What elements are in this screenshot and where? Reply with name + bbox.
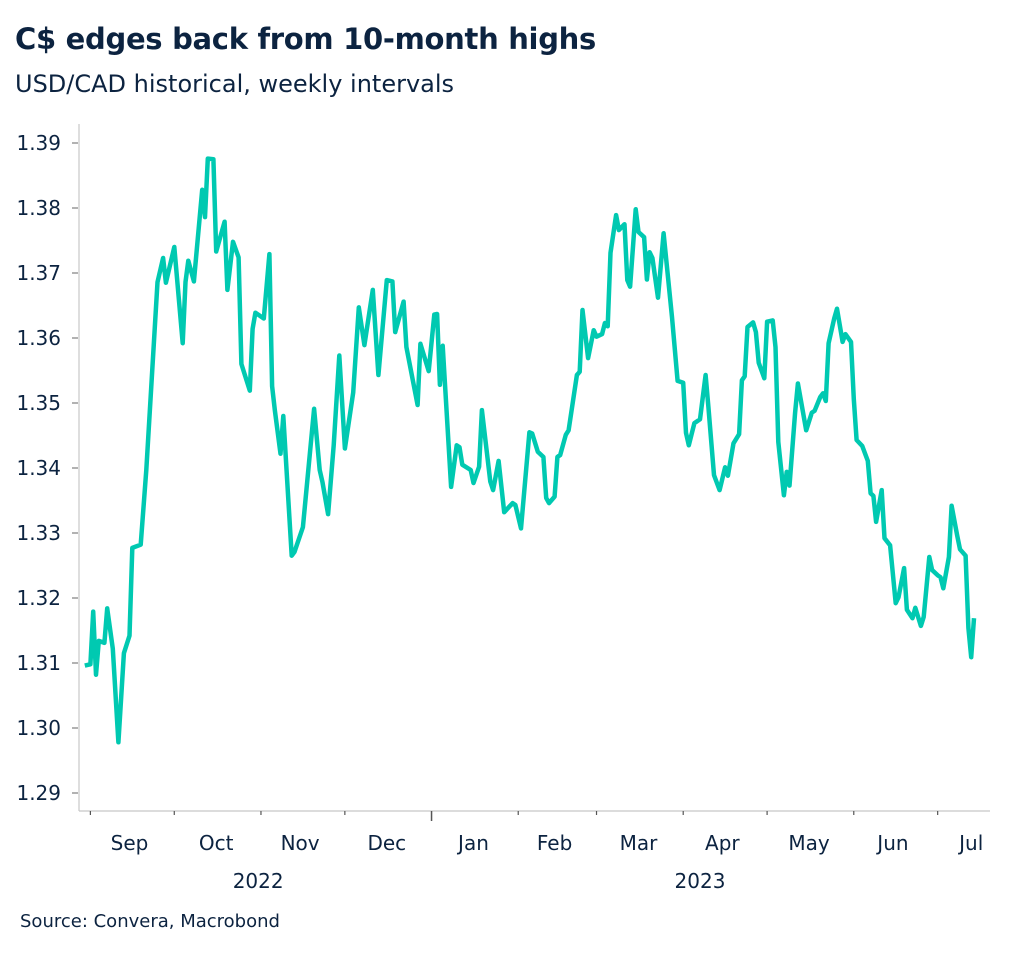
x-month-label: Sep	[111, 831, 149, 855]
chart-title: C$ edges back from 10-month highs	[15, 22, 596, 56]
y-tick-label: 1.39	[16, 131, 61, 155]
x-month-label: Dec	[367, 831, 406, 855]
x-month-label: Jun	[875, 831, 908, 855]
x-month-label: Apr	[705, 831, 740, 855]
y-tick-label: 1.35	[16, 391, 61, 415]
y-tick-label: 1.30	[16, 716, 61, 740]
x-month-label: Feb	[537, 831, 572, 855]
usdcad-line	[84, 156, 977, 745]
y-axis: 1.29 1.30 1.31 1.32 1.33 1.34 1.35 1.36 1.37 1.38…	[16, 124, 80, 811]
x-month-label: Nov	[281, 831, 320, 855]
x-month-label: May	[788, 831, 830, 855]
source-note: Source: Convera, Macrobond	[20, 911, 280, 932]
x-axis: Sep Oct Nov Dec Jan Feb Mar Apr May Jun Jul 2022 202…	[79, 810, 990, 893]
y-tick-label: 1.38	[16, 196, 61, 220]
y-tick-label: 1.29	[16, 781, 61, 805]
y-tick-label: 1.31	[16, 651, 61, 675]
x-month-label: Jan	[456, 831, 489, 855]
x-month-label: Jul	[957, 831, 983, 855]
y-tick-label: 1.33	[16, 521, 61, 545]
x-year-label: 2022	[233, 869, 284, 893]
y-tick-label: 1.32	[16, 586, 61, 610]
y-tick-label: 1.34	[16, 456, 61, 480]
x-month-label: Mar	[620, 831, 659, 855]
x-month-label: Oct	[199, 831, 234, 855]
y-tick-label: 1.37	[16, 261, 61, 285]
plot-area	[84, 156, 977, 745]
x-year-label: 2023	[675, 869, 726, 893]
chart-subtitle: USD/CAD historical, weekly intervals	[15, 70, 455, 98]
y-tick-label: 1.36	[16, 326, 61, 350]
